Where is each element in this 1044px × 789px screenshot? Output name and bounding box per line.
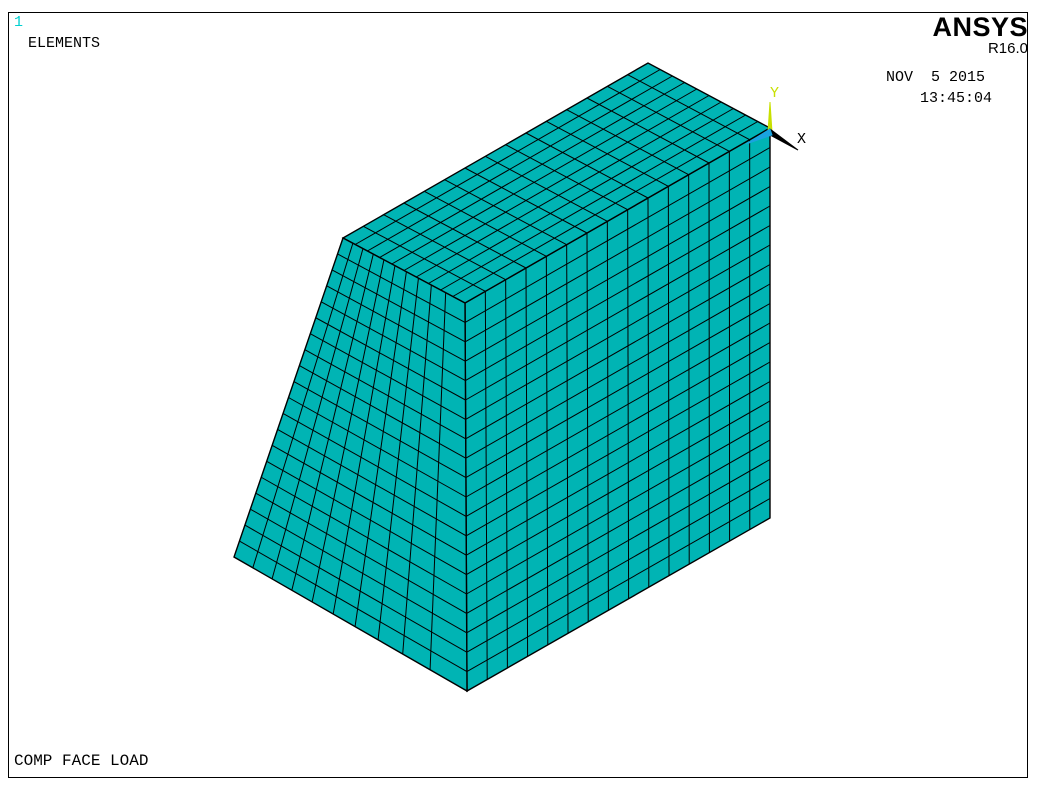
element-edge: [304, 349, 466, 440]
element-edge: [466, 439, 771, 614]
element-edge: [331, 269, 466, 343]
element-edge: [465, 244, 771, 420]
element-edge: [326, 285, 466, 362]
element-edge: [239, 540, 468, 673]
element-edge: [261, 476, 467, 595]
element-edge: [288, 397, 467, 498]
element-edge: [428, 108, 734, 284]
element-edge: [466, 478, 771, 653]
brand-logo: ANSYS: [932, 12, 1028, 42]
element-edge: [465, 303, 771, 479]
element-edge: [464, 147, 771, 323]
element-edge: [320, 301, 466, 382]
element-edge: [282, 413, 467, 517]
window-number: 1: [14, 14, 24, 31]
element-edge: [299, 365, 467, 459]
element-edge: [440, 114, 746, 291]
element-edge: [367, 75, 673, 252]
element-edge: [337, 253, 466, 323]
element-edge: [271, 444, 467, 556]
element-edge: [465, 361, 771, 537]
element-edge: [465, 322, 771, 498]
y-axis-label: Y: [770, 85, 779, 102]
element-edge: [391, 88, 698, 265]
x-axis-label: X: [797, 131, 806, 148]
element-edge: [466, 459, 771, 634]
element-edge: [255, 492, 467, 614]
element-edge: [465, 205, 771, 382]
element-edge: [466, 420, 771, 595]
element-edge: [466, 498, 771, 673]
element-edge: [465, 283, 771, 459]
element-edge: [266, 460, 467, 576]
element-edge: [293, 381, 467, 479]
brand-block: ANSYS R16.0: [932, 12, 1028, 56]
element-edge: [466, 381, 771, 556]
element-edge: [465, 186, 771, 362]
x-axis-arrow: [769, 128, 799, 151]
element-edge: [277, 428, 467, 537]
element-edge: [244, 524, 468, 653]
element-edge: [465, 225, 771, 401]
time-label: 13:45:04: [920, 90, 993, 107]
element-edge: [250, 508, 467, 634]
element-edge: [452, 121, 759, 297]
z-axis-arrow: [745, 128, 773, 145]
element-edge: [315, 317, 466, 401]
release-label: R16.0: [987, 40, 1028, 57]
mesh-faces: [233, 62, 772, 693]
y-axis-arrow: [767, 101, 773, 133]
element-edge: [466, 400, 771, 576]
element-edge: [465, 264, 771, 440]
element-edge: [415, 101, 722, 278]
element-edge: [354, 69, 661, 245]
element-edge: [403, 95, 710, 271]
element-edge: [464, 166, 771, 343]
axis-triad: YX: [745, 85, 806, 151]
date-label: NOV 5 2015: [886, 69, 986, 86]
element-edge: [465, 342, 771, 517]
plot-title: COMP FACE LOAD: [14, 752, 149, 770]
element-edge: [310, 333, 466, 420]
element-edge: [379, 82, 685, 258]
plot-type-label: ELEMENTS: [28, 35, 101, 52]
